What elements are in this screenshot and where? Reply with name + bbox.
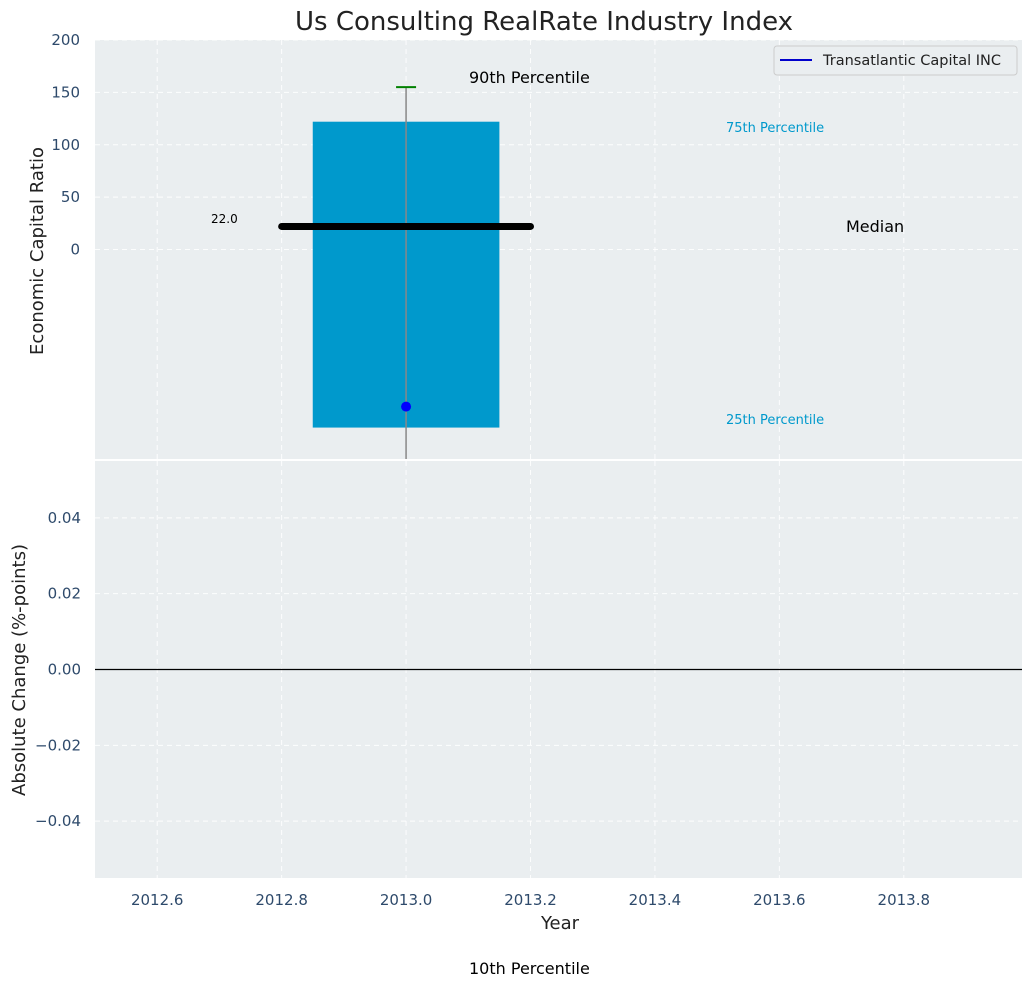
x-tick-label: 2012.6: [131, 891, 184, 909]
x-tick-label: 2013.0: [380, 891, 433, 909]
annotation-75th-percentile: 75th Percentile: [726, 121, 824, 136]
bottom-y-tick-label: −0.02: [35, 736, 81, 754]
annotation-median: Median: [846, 217, 904, 236]
chart-title: Us Consulting RealRate Industry Index: [295, 7, 793, 37]
bottom-y-tick-label: 0.04: [48, 509, 81, 527]
x-tick-label: 2013.6: [753, 891, 806, 909]
legend: Transatlantic Capital INC: [773, 45, 1018, 76]
x-tick-label: 2013.4: [629, 891, 682, 909]
annotation-10th-percentile: 10th Percentile: [469, 959, 590, 978]
bottom-y-tick-label: −0.04: [35, 812, 81, 830]
bottom-y-axis-label: Absolute Change (%-points): [9, 544, 30, 796]
top-y-tick-label: 100: [51, 136, 80, 154]
top-y-tick-label: 150: [51, 83, 80, 101]
company-point: [401, 401, 412, 412]
legend-box: [773, 45, 1018, 76]
top-y-axis-label: Economic Capital Ratio: [27, 147, 48, 355]
x-tick-label: 2012.8: [255, 891, 308, 909]
bottom-y-tick-label: 0.00: [48, 661, 81, 679]
chart-marks: 0 50 100 150 200 −0.04 −0.02 0.00 0.02 0.04 2012.6…: [35, 31, 1022, 909]
x-tick-label: 2013.8: [878, 891, 931, 909]
annotation-90th-percentile: 90th Percentile: [469, 68, 590, 87]
bottom-y-tick-label: 0.02: [48, 585, 81, 603]
x-tick-label: 2013.2: [504, 891, 557, 909]
top-y-tick-label: 0: [70, 241, 80, 259]
top-gridlines: [95, 39, 1022, 459]
x-axis-label: Year: [540, 913, 580, 934]
top-y-tick-label: 50: [61, 188, 80, 206]
median-value-label: 22.0: [211, 212, 238, 226]
legend-label: Transatlantic Capital INC: [822, 53, 1001, 69]
top-y-tick-label: 200: [51, 31, 80, 49]
annotation-25th-percentile: 25th Percentile: [726, 413, 824, 428]
